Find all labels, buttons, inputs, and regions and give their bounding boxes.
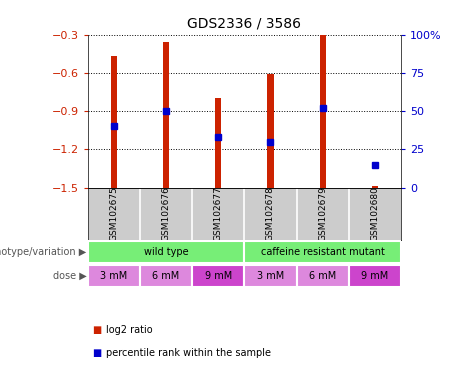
Text: 3 mM: 3 mM (257, 271, 284, 281)
Text: GSM102676: GSM102676 (161, 187, 171, 241)
Text: log2 ratio: log2 ratio (106, 325, 153, 335)
Bar (163, 42, 169, 187)
Text: wild type: wild type (144, 247, 188, 257)
Text: 9 mM: 9 mM (361, 271, 389, 281)
Bar (244, 242, 401, 263)
Bar (88, 242, 244, 263)
Text: GSM102679: GSM102679 (318, 187, 327, 241)
Text: 9 mM: 9 mM (205, 271, 232, 281)
Text: 6 mM: 6 mM (309, 271, 337, 281)
Bar (372, 186, 378, 187)
Text: percentile rank within the sample: percentile rank within the sample (106, 348, 271, 358)
Text: GSM102675: GSM102675 (109, 187, 118, 241)
Text: 3 mM: 3 mM (100, 271, 127, 281)
Text: GSM102678: GSM102678 (266, 187, 275, 241)
Bar (88, 265, 140, 287)
Bar (111, 56, 117, 187)
Text: dose ▶: dose ▶ (53, 271, 87, 281)
Text: ■: ■ (92, 325, 101, 335)
Text: caffeine resistant mutant: caffeine resistant mutant (261, 247, 384, 257)
Bar (140, 265, 192, 287)
Bar (215, 98, 221, 187)
Bar (296, 265, 349, 287)
Bar (192, 265, 244, 287)
Text: genotype/variation ▶: genotype/variation ▶ (0, 247, 87, 257)
Bar (244, 265, 296, 287)
Bar (267, 74, 273, 187)
Text: GSM102677: GSM102677 (214, 187, 223, 241)
Text: 6 mM: 6 mM (152, 271, 180, 281)
Bar (349, 265, 401, 287)
Bar (319, 35, 326, 187)
Text: ■: ■ (92, 348, 101, 358)
Text: GSM102680: GSM102680 (371, 187, 379, 241)
Title: GDS2336 / 3586: GDS2336 / 3586 (187, 17, 301, 31)
